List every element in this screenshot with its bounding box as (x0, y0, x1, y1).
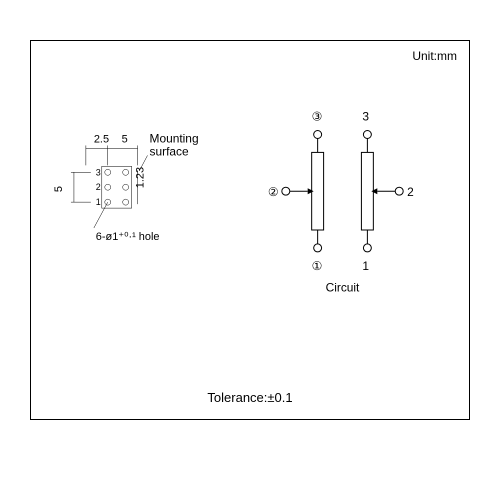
circuit-caption: Circuit (326, 281, 360, 295)
pin-3-circled: ③ (312, 110, 323, 124)
tolerance-label: Tolerance:±0.1 (207, 390, 292, 405)
pin-3-plain: 3 (362, 110, 369, 124)
diagram-frame: Unit:mm 2.5 5 Mounting surface 5 (30, 40, 470, 420)
dim-2-5: 2.5 (94, 133, 109, 145)
pin-label-2: 2 (96, 182, 101, 192)
pin-1-circled: ① (312, 259, 323, 273)
hole-spec-label: 6-ø1⁺⁰·¹ hole (96, 231, 160, 243)
pin-1-plain: 1 (362, 259, 369, 273)
pin-2-plain: 2 (407, 185, 414, 199)
pin-label-3: 3 (96, 167, 101, 177)
mounting-surface-label: Mounting surface (150, 131, 202, 158)
pin-2-circled: ② (268, 185, 279, 199)
dim-1-23: 1.23 (135, 167, 147, 188)
dim-5-top: 5 (122, 133, 128, 145)
pin-label-1: 1 (96, 197, 101, 207)
hole-pattern: 3 2 1 (96, 167, 129, 207)
dim-5-left: 5 (53, 186, 65, 192)
technical-diagram: 2.5 5 Mounting surface 5 1.23 (31, 41, 469, 419)
